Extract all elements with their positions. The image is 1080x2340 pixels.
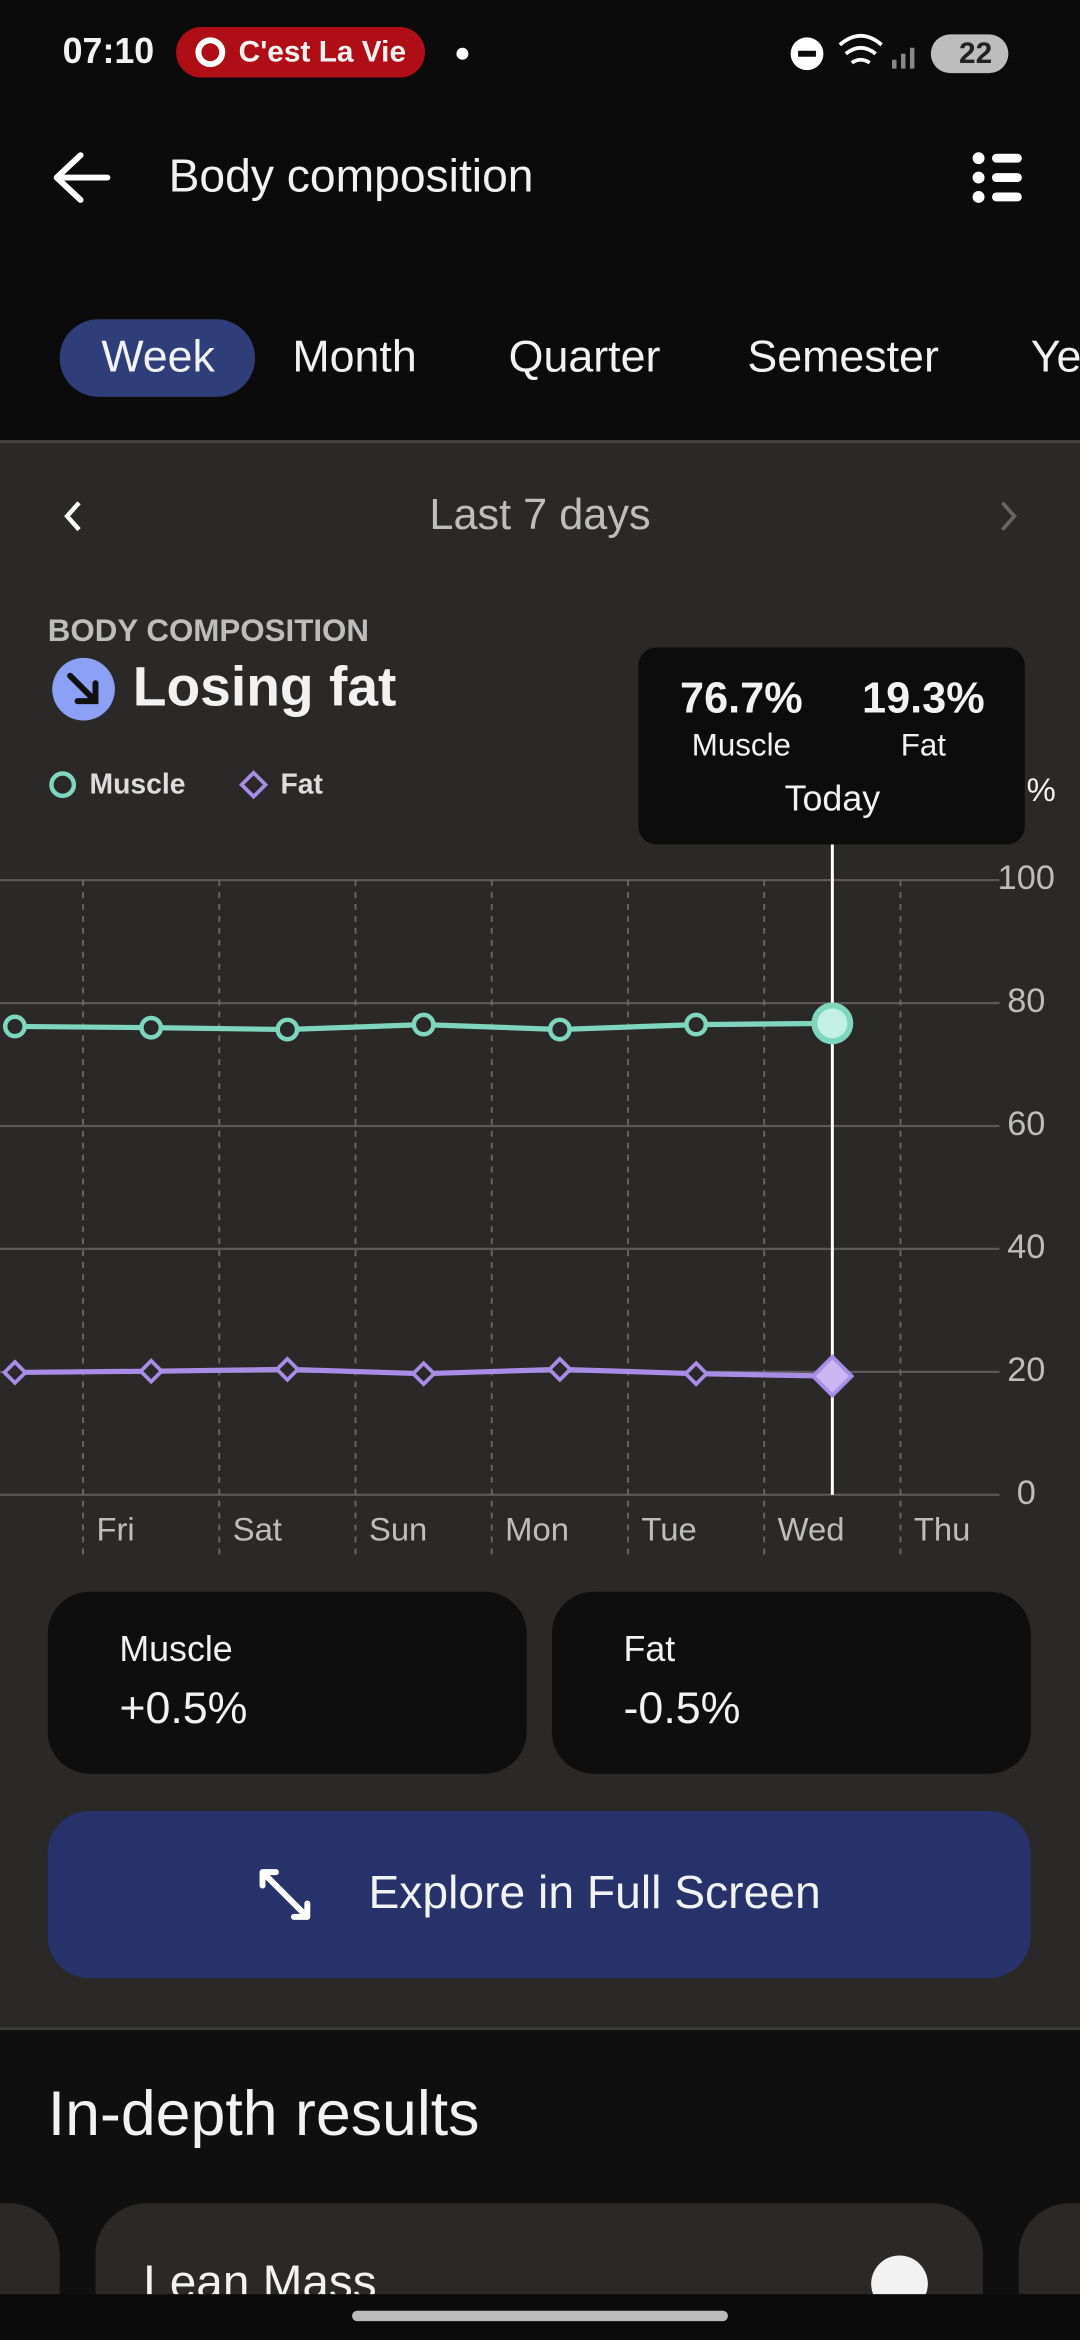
tooltip-date: Today [785, 779, 881, 819]
data-point [683, 1360, 710, 1387]
data-point [275, 1017, 300, 1042]
help-icon[interactable] [871, 2255, 928, 2313]
media-icon-inner [201, 43, 220, 62]
media-title: C'est La Vie [239, 36, 406, 69]
tooltip-value: 19.3% [862, 675, 985, 723]
data-point [811, 1002, 854, 1045]
trend-label: Losing fat [133, 655, 397, 717]
prev-period[interactable] [64, 501, 81, 532]
signal-icon [892, 47, 915, 69]
media-pill-bg [176, 26, 426, 78]
tooltip-value: 76.7% [680, 675, 803, 723]
tab[interactable]: Month [292, 331, 416, 381]
tab[interactable]: Quarter [509, 331, 661, 381]
x-tick-label: Sun [369, 1511, 427, 1548]
x-tick-label: Wed [778, 1511, 845, 1548]
data-point [411, 1012, 436, 1037]
x-tick-label: Mon [505, 1511, 569, 1548]
fullscreen-button[interactable] [47, 1810, 1031, 1979]
notification-dot [456, 47, 469, 60]
data-point [547, 1017, 572, 1042]
y-axis-label: % [1027, 771, 1056, 808]
legend-marker [49, 771, 77, 799]
tooltip-series: Fat [901, 728, 947, 763]
battery-level: 22 [959, 37, 992, 70]
result-card-title: Lean Mass [143, 2256, 376, 2309]
legend-marker [239, 770, 269, 800]
trend-arrow [67, 672, 99, 705]
result-card[interactable] [1018, 2203, 1080, 2340]
wifi-icon [838, 33, 883, 65]
data-point [410, 1360, 437, 1387]
result-cards: Lean Mass [0, 2203, 1080, 2340]
change-value: -0.5% [624, 1683, 741, 1733]
data-point [138, 1358, 165, 1385]
x-tick-label: Thu [914, 1511, 971, 1548]
next-period[interactable] [1001, 501, 1017, 531]
y-tick-label: 40 [1007, 1228, 1045, 1266]
change-card [551, 1591, 1031, 1774]
summary-heading: BODY COMPOSITION [48, 613, 369, 648]
page-title: Body composition [169, 149, 534, 201]
tooltip-series: Muscle [692, 728, 791, 763]
result-card[interactable] [95, 2203, 984, 2340]
menu-button[interactable] [972, 152, 1022, 203]
button-label: Explore in Full Screen [368, 1866, 820, 1918]
section-title: In-depth results [48, 2079, 480, 2149]
change-value: +0.5% [119, 1683, 247, 1733]
tab-active-bg [59, 319, 256, 397]
change-label: Fat [624, 1629, 676, 1669]
plot-area [1, 1002, 855, 1399]
x-tick-label: Fri [96, 1511, 134, 1548]
data-point [684, 1012, 709, 1037]
data-point [1, 1359, 28, 1386]
tab[interactable]: Year [1031, 331, 1080, 381]
status-time: 07:10 [63, 31, 155, 71]
y-tick-label: 0 [1017, 1474, 1036, 1512]
data-point [546, 1356, 573, 1383]
x-tick-label: Tue [641, 1511, 696, 1548]
battery [930, 34, 1009, 74]
y-tick-label: 100 [998, 859, 1055, 897]
x-tick-label: Sat [233, 1511, 282, 1548]
data-point [139, 1015, 164, 1040]
data-point [810, 1354, 855, 1399]
y-tick-label: 60 [1007, 1105, 1045, 1143]
dnd-bar [798, 50, 816, 57]
chart: % 0 20 40 60 80 100 Fri Sat Sun Mon Tue Wed Thu Muscle… [0, 769, 1056, 1555]
home-handle[interactable] [352, 2310, 728, 2322]
data-point [2, 1014, 27, 1039]
tab[interactable]: Week [101, 331, 215, 381]
expand-icon [259, 1869, 311, 1920]
change-label: Muscle [119, 1629, 232, 1669]
media-pill[interactable]: C'est La Vie [176, 26, 426, 78]
legend-label: Fat [280, 769, 323, 801]
y-tick-label: 20 [1007, 1351, 1045, 1389]
tooltip [638, 647, 1025, 845]
change-card [47, 1591, 527, 1774]
period-label: Last 7 days [429, 491, 650, 539]
legend-label: Muscle [90, 769, 186, 801]
result-card[interactable] [0, 2203, 60, 2340]
tab[interactable]: Semester [747, 331, 939, 381]
back-button[interactable] [53, 152, 111, 203]
data-point [274, 1356, 301, 1383]
y-tick-label: 80 [1007, 982, 1045, 1020]
